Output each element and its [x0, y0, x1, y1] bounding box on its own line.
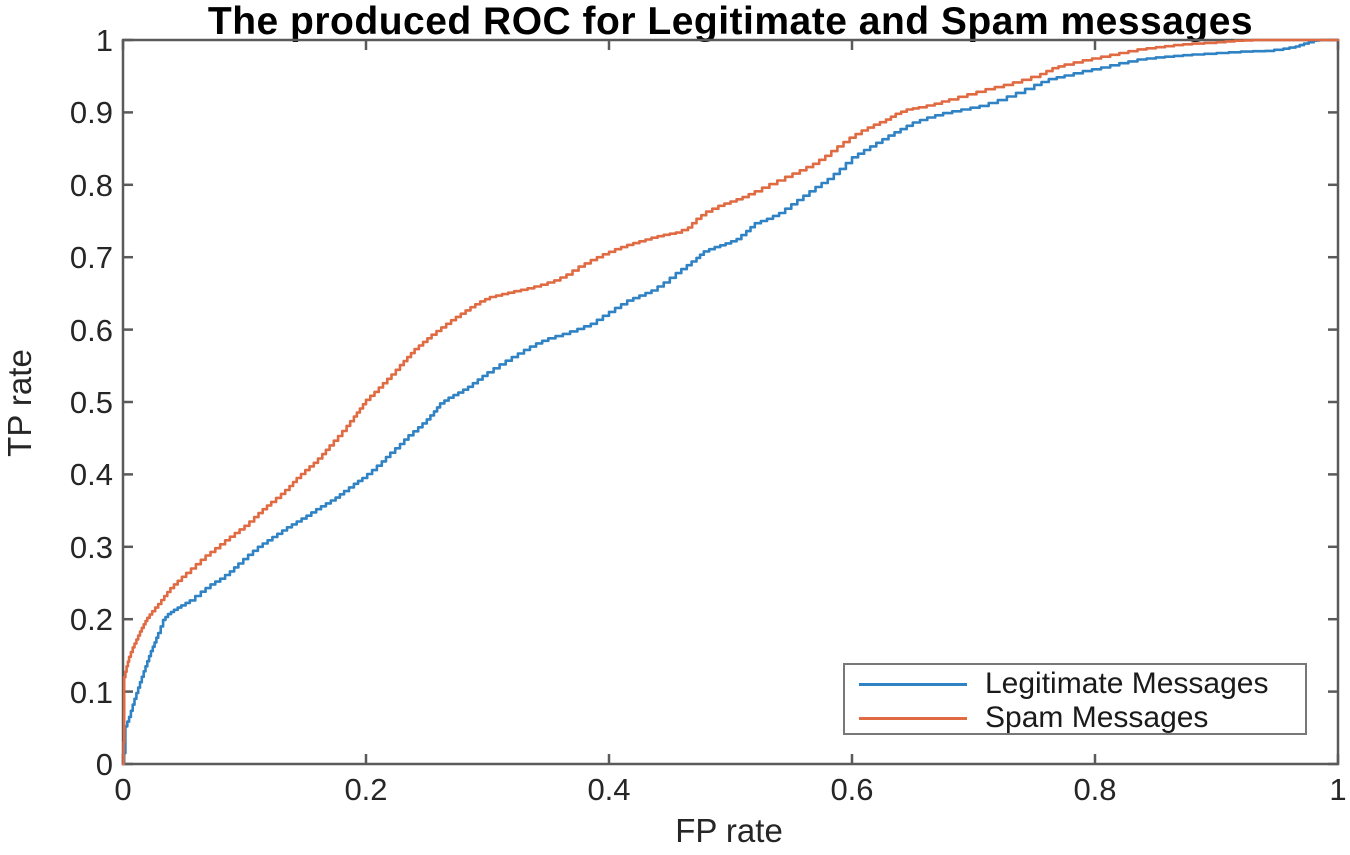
y-tick-label-05: 0.5 [69, 385, 113, 420]
y-tick-label-04: 0.4 [69, 457, 113, 492]
y-tick-label-07: 0.7 [69, 240, 113, 275]
y-tick-label-03: 0.3 [69, 530, 113, 565]
x-tick-label-08: 0.8 [1073, 772, 1117, 807]
axis-box [121, 38, 1340, 766]
legend-line-sample-legitimate [859, 682, 967, 686]
x-axis-label: FP rate [675, 812, 783, 849]
legend-label-legitimate: Legitimate Messages [985, 667, 1269, 700]
chart-title: The produced ROC for Legitimate and Spam… [207, 0, 1254, 43]
legend-entry-legitimate: Legitimate Messages [845, 667, 1305, 701]
x-tick-label-06: 0.6 [830, 772, 874, 807]
legend-line-sample-spam [859, 716, 967, 720]
y-tick-label-06: 0.6 [69, 313, 113, 348]
legend: Legitimate Messages Spam Messages [843, 663, 1307, 735]
y-tick-label-1: 1 [95, 23, 113, 58]
y-tick-label-01: 0.1 [69, 675, 113, 710]
legend-entry-spam: Spam Messages [845, 701, 1305, 735]
x-tick-label-02: 0.2 [344, 772, 388, 807]
roc-curve-legitimate [121, 38, 1340, 766]
y-tick-label-09: 0.9 [69, 95, 113, 130]
y-axis-label: TP rate [1, 349, 38, 457]
x-tick-label-04: 0.4 [587, 772, 631, 807]
y-tick-label-0: 0 [95, 747, 113, 782]
legend-label-spam: Spam Messages [985, 701, 1209, 734]
roc-curve-spam [121, 38, 1340, 766]
x-tick-label-0: 0 [114, 772, 132, 807]
y-tick-label-02: 0.2 [69, 602, 113, 637]
y-tick-label-08: 0.8 [69, 168, 113, 203]
x-tick-label-1: 1 [1329, 772, 1347, 807]
